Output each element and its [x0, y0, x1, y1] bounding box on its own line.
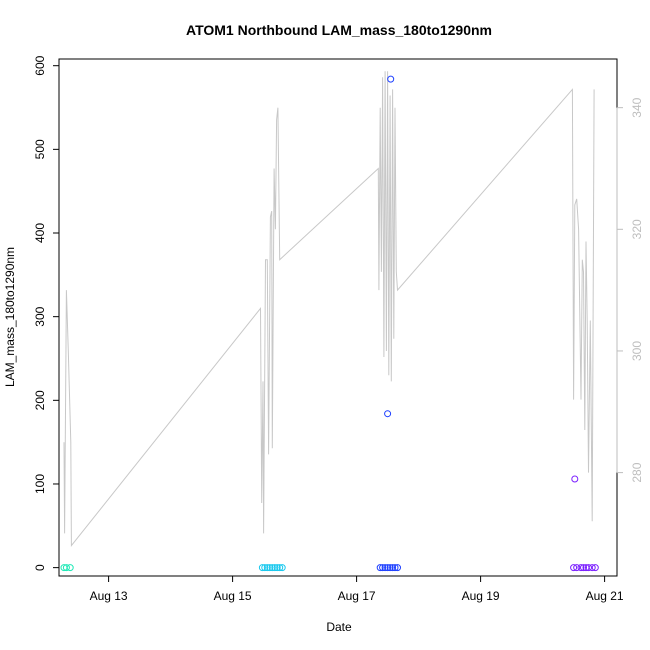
plot-box	[58, 58, 618, 577]
data-point	[394, 564, 401, 572]
chart-title: ATOM1 Northbound LAM_mass_180to1290nm	[186, 22, 492, 38]
data-point	[386, 564, 394, 572]
y-tick-label: 500	[33, 139, 47, 159]
y2-tick-label: 280	[630, 462, 644, 482]
series-line	[63, 71, 595, 548]
data-point	[278, 564, 286, 572]
data-point	[571, 475, 579, 483]
y-tick-label: 100	[33, 474, 47, 494]
data-point	[391, 564, 399, 572]
data-point	[263, 564, 271, 572]
data-point	[585, 564, 592, 572]
y-tick-label: 200	[33, 390, 47, 410]
y-tick-label: 300	[33, 306, 47, 326]
data-point	[588, 564, 596, 572]
data-point	[384, 410, 392, 418]
data-point	[261, 564, 269, 572]
x-tick-label: Aug 21	[586, 589, 624, 603]
y-tick-label: 600	[33, 55, 47, 75]
data-point	[384, 564, 392, 572]
y2-axis: 280 300 320 340	[616, 97, 644, 483]
x-tick-label: Aug 19	[462, 589, 500, 603]
y2-tick-label: 300	[630, 341, 644, 361]
data-point	[376, 564, 384, 572]
x-tick-label: Aug 13	[90, 589, 128, 603]
data-point	[387, 75, 395, 83]
data-point	[381, 564, 389, 572]
x-tick-label: Aug 17	[338, 589, 376, 603]
data-point	[591, 564, 599, 572]
data-point	[268, 564, 276, 572]
x-tick-label: Aug 15	[214, 589, 252, 603]
data-point	[271, 564, 279, 572]
right-axis-line-series	[63, 71, 595, 548]
data-point	[580, 564, 587, 572]
data-point	[273, 564, 281, 572]
data-point	[276, 564, 284, 572]
data-point	[62, 564, 70, 572]
x-axis: Aug 13 Aug 15 Aug 17 Aug 19 Aug 21	[90, 575, 624, 603]
data-point	[570, 564, 578, 572]
data-point	[577, 564, 585, 572]
scatter-points	[60, 75, 599, 572]
data-point	[258, 564, 266, 572]
y-tick-label: 0	[33, 564, 47, 571]
x-axis-label: Date	[326, 620, 352, 634]
y2-tick-label: 340	[630, 97, 644, 117]
data-point	[66, 564, 74, 572]
data-point	[389, 564, 397, 572]
data-point	[573, 564, 581, 572]
data-point	[266, 564, 274, 572]
data-point	[379, 564, 387, 572]
y2-tick-label: 320	[630, 219, 644, 239]
y-axis-label: LAM_mass_180to1290nm	[3, 247, 17, 387]
y-tick-label: 400	[33, 223, 47, 243]
y-axis: 0 100 200 300 400 500 600	[33, 55, 60, 571]
